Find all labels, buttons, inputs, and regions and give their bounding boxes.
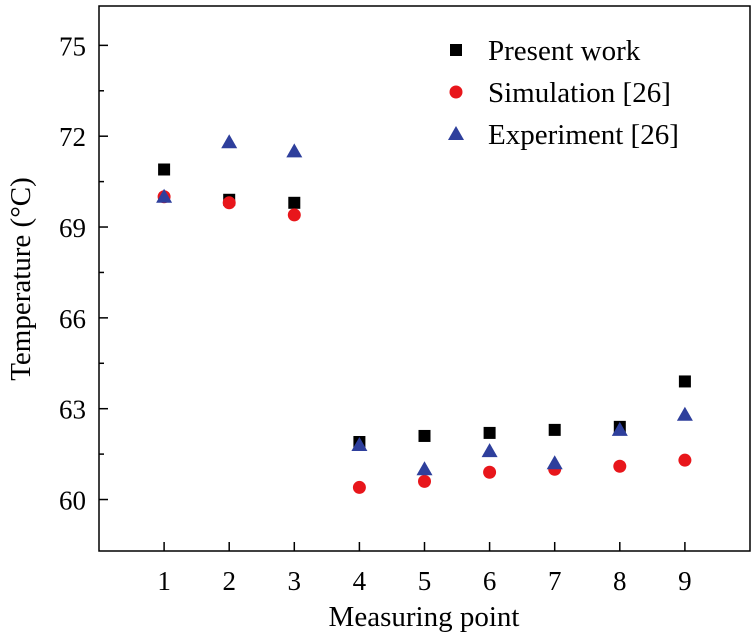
y-tick-label: 66 bbox=[59, 304, 86, 334]
data-point-square bbox=[158, 163, 171, 176]
legend-marker-triangle bbox=[448, 126, 464, 140]
y-tick-label: 60 bbox=[59, 486, 86, 516]
x-tick-label: 6 bbox=[483, 566, 497, 596]
data-point-circle bbox=[287, 208, 301, 222]
series-circle bbox=[157, 190, 692, 494]
tick-marks bbox=[99, 44, 686, 551]
y-tick-label: 69 bbox=[59, 213, 86, 243]
y-tick-label: 75 bbox=[59, 31, 86, 61]
x-tick-label: 1 bbox=[157, 566, 171, 596]
x-tick-label: 8 bbox=[613, 566, 627, 596]
data-marks bbox=[156, 134, 693, 494]
data-point-triangle bbox=[156, 188, 173, 203]
legend: Present work Simulation [26] Experiment [2… bbox=[448, 35, 679, 151]
legend-marker-circle bbox=[449, 85, 463, 99]
data-point-square bbox=[678, 375, 691, 388]
data-point-circle bbox=[352, 480, 366, 494]
data-point-triangle bbox=[351, 437, 368, 452]
legend-label: Present work bbox=[488, 35, 641, 67]
x-tick-label: 5 bbox=[418, 566, 432, 596]
data-point-triangle bbox=[221, 134, 238, 149]
y-axis-title: Temperature (°C) bbox=[5, 177, 37, 381]
x-tick-label: 3 bbox=[288, 566, 302, 596]
data-point-triangle bbox=[481, 443, 498, 458]
data-point-square bbox=[483, 426, 496, 439]
data-point-circle bbox=[613, 459, 627, 473]
data-point-square bbox=[418, 429, 431, 442]
series-square bbox=[158, 163, 691, 448]
x-axis-title: Measuring point bbox=[329, 601, 520, 633]
legend-marker-square bbox=[450, 44, 462, 56]
x-tick-label: 7 bbox=[548, 566, 562, 596]
data-point-triangle bbox=[611, 421, 628, 436]
data-point-square bbox=[548, 423, 561, 436]
data-point-circle bbox=[678, 453, 692, 467]
data-point-circle bbox=[483, 465, 497, 479]
data-point-triangle bbox=[416, 461, 433, 476]
data-point-triangle bbox=[676, 406, 693, 421]
x-tick-label: 2 bbox=[222, 566, 236, 596]
legend-label: Simulation [26] bbox=[488, 77, 671, 109]
y-tick-label: 63 bbox=[59, 395, 86, 425]
data-point-circle bbox=[418, 474, 431, 488]
x-tick-label: 9 bbox=[678, 566, 692, 596]
tick-labels: 1 2 3 4 5 6 7 8 9 60 63 66 69 72 75 bbox=[59, 31, 692, 596]
legend-label: Experiment [26] bbox=[488, 119, 679, 151]
data-point-triangle bbox=[286, 143, 303, 158]
data-point-square bbox=[288, 196, 301, 209]
series-triangle bbox=[156, 134, 693, 476]
data-point-triangle bbox=[546, 455, 563, 470]
y-tick-label: 72 bbox=[59, 122, 86, 152]
x-tick-label: 4 bbox=[353, 566, 367, 596]
data-point-circle bbox=[222, 196, 236, 210]
